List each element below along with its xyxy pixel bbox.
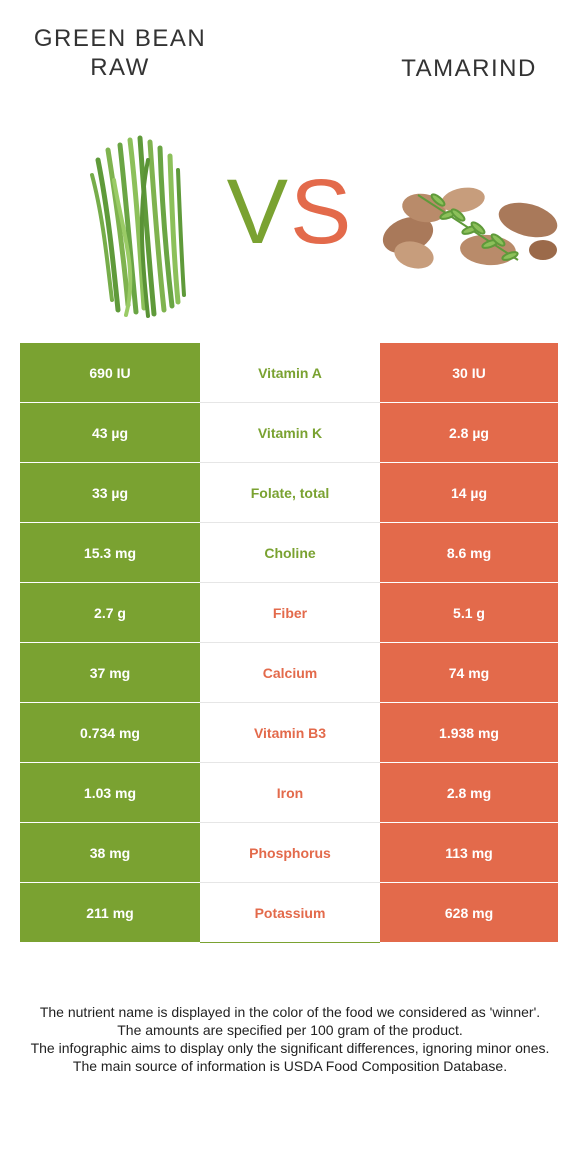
left-value: 37 mg [20, 642, 200, 703]
footer-note-source: The main source of information is USDA F… [72, 1058, 508, 1074]
nutrient-name: Phosphorus [200, 822, 380, 883]
right-value: 8.6 mg [380, 522, 558, 583]
left-value: 38 mg [20, 822, 200, 883]
nutrient-row: 0.734 mg Vitamin B3 1.938 mg [20, 702, 558, 763]
right-value: 5.1 g [380, 582, 558, 643]
nutrient-name: Potassium [200, 882, 380, 943]
right-value: 2.8 µg [380, 402, 558, 463]
nutrient-row: 2.7 g Fiber 5.1 g [20, 582, 558, 643]
right-value: 628 mg [380, 882, 558, 943]
vs-letter-v: V [226, 161, 290, 263]
nutrient-name: Vitamin K [200, 402, 380, 463]
right-food-title: TAMARIND [401, 55, 537, 82]
left-value: 43 µg [20, 402, 200, 463]
green-bean-icon [90, 135, 186, 318]
nutrient-name: Calcium [200, 642, 380, 703]
left-value: 15.3 mg [20, 522, 200, 583]
nutrient-row: 15.3 mg Choline 8.6 mg [20, 522, 558, 583]
nutrient-name: Vitamin A [200, 343, 380, 403]
right-value: 74 mg [380, 642, 558, 703]
nutrient-row: 38 mg Phosphorus 113 mg [20, 822, 558, 883]
nutrient-row: 37 mg Calcium 74 mg [20, 642, 558, 703]
green-bean-image [78, 120, 198, 320]
footer-note-amounts: The amounts are specified per 100 gram o… [117, 1022, 463, 1038]
right-value: 14 µg [380, 462, 558, 523]
nutrient-row: 211 mg Potassium 628 mg [20, 882, 558, 943]
nutrient-name: Vitamin B3 [200, 702, 380, 763]
vs-letter-s: S [290, 161, 354, 263]
footer-note-significant: The infographic aims to display only the… [30, 1040, 550, 1056]
nutrient-name: Choline [200, 522, 380, 583]
left-value: 690 IU [20, 343, 200, 403]
vs-label: VS [222, 162, 358, 262]
left-food-title-line2: RAW [90, 54, 150, 81]
footer-notes: The nutrient name is displayed in the co… [20, 1003, 560, 1075]
footer-note-winner: The nutrient name is displayed in the co… [39, 1004, 541, 1020]
tamarind-icon [382, 187, 558, 269]
left-value: 0.734 mg [20, 702, 200, 763]
left-value: 33 µg [20, 462, 200, 523]
nutrient-name: Iron [200, 762, 380, 823]
right-value: 2.8 mg [380, 762, 558, 823]
nutrient-name: Folate, total [200, 462, 380, 523]
tamarind-image [378, 170, 558, 280]
left-food-title-line1: GREEN BEAN [33, 25, 207, 52]
left-value: 2.7 g [20, 582, 200, 643]
left-value: 1.03 mg [20, 762, 200, 823]
right-value: 113 mg [380, 822, 558, 883]
right-value: 30 IU [380, 343, 558, 403]
nutrient-row: 690 IU Vitamin A 30 IU [20, 343, 558, 403]
nutrient-name: Fiber [200, 582, 380, 643]
right-value: 1.938 mg [380, 702, 558, 763]
nutrient-row: 1.03 mg Iron 2.8 mg [20, 762, 558, 823]
left-food-title: GREEN BEAN RAW [20, 24, 220, 82]
nutrient-row: 43 µg Vitamin K 2.8 µg [20, 402, 558, 463]
left-value: 211 mg [20, 882, 200, 943]
nutrient-table: 690 IU Vitamin A 30 IU 43 µg Vitamin K 2.8 µg… [20, 343, 558, 943]
nutrient-row: 33 µg Folate, total 14 µg [20, 462, 558, 523]
